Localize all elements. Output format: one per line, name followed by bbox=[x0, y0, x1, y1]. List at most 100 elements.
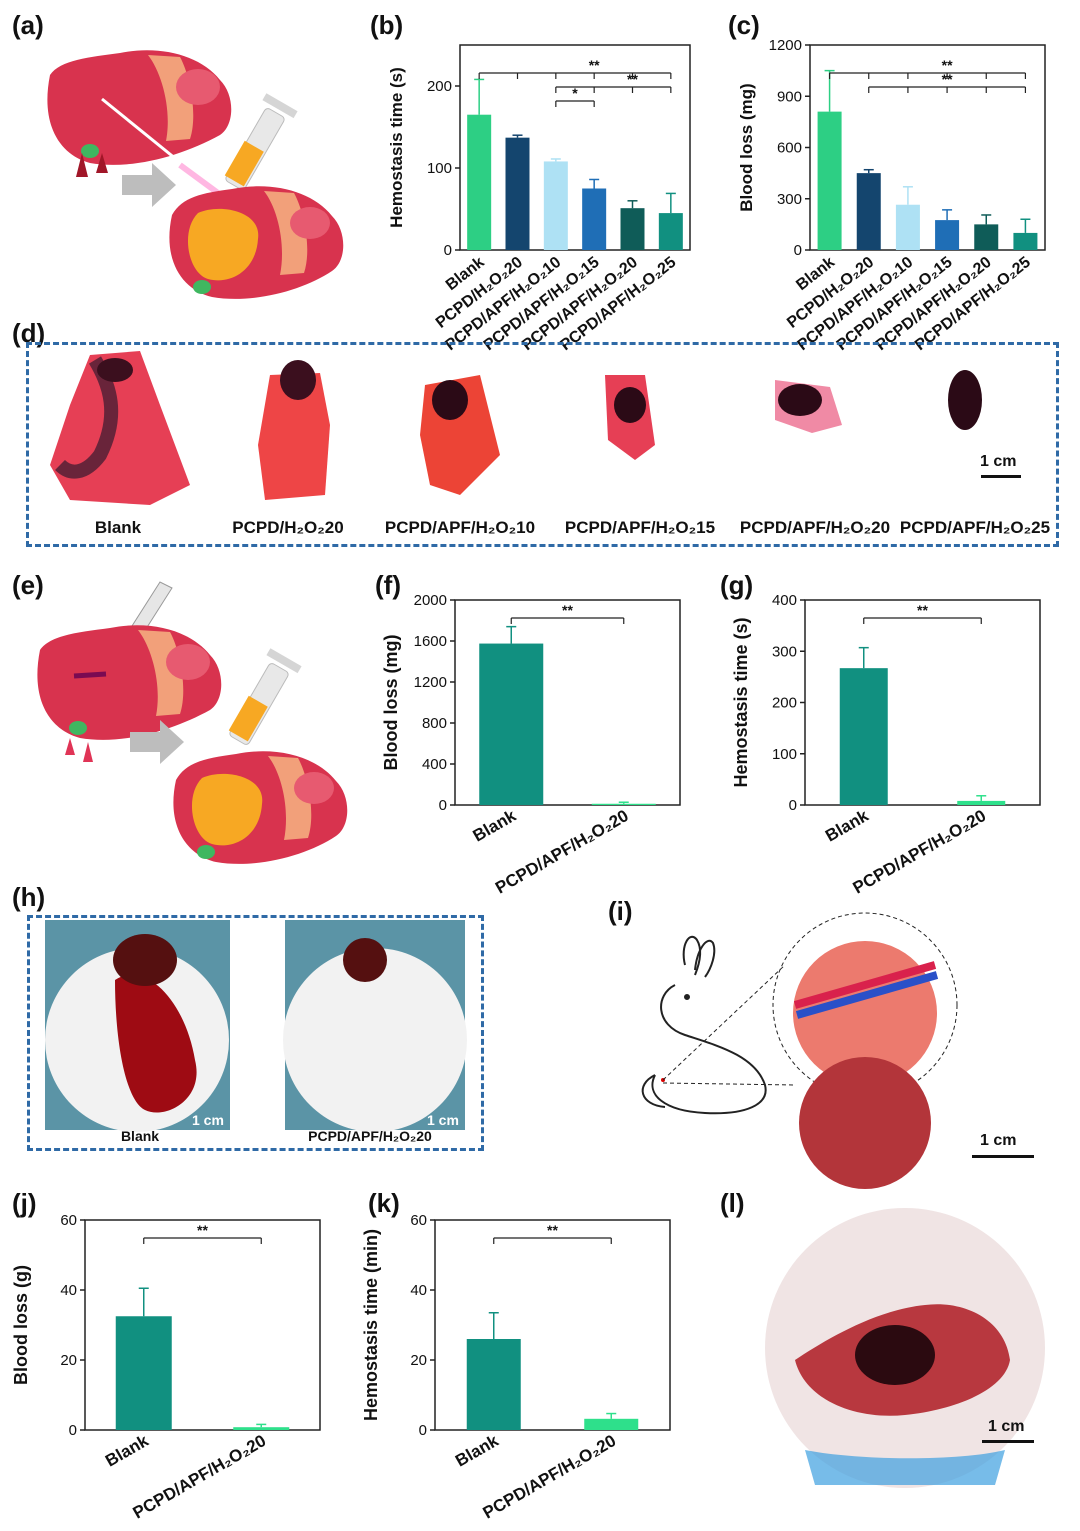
significance-label: ** bbox=[942, 71, 953, 87]
chart-k-hemostasis-time: 0 20 40 60 Hemostasis time (min) BlankPCPD/AP… bbox=[361, 1212, 671, 1523]
photo-label-d-5: PCPD/APF/H₂O₂25 bbox=[899, 518, 1051, 537]
y-tick-label: 0 bbox=[444, 242, 452, 259]
rabbit-femoral-injury-i bbox=[641, 912, 958, 1189]
plot-frame bbox=[84, 1219, 321, 1431]
plot-frame bbox=[454, 599, 681, 806]
bar bbox=[620, 208, 645, 250]
scale-label-h-1: 1 cm bbox=[427, 1112, 459, 1128]
bar bbox=[233, 1427, 290, 1430]
bar bbox=[591, 803, 656, 805]
chart-g-hemostasis-time: 0 100 200 300 400 Hemostasis time (s) BlankPCP… bbox=[731, 592, 1041, 898]
significance-bracket: ** bbox=[510, 602, 625, 624]
bar bbox=[479, 643, 544, 805]
significance-bracket: ** bbox=[478, 57, 672, 79]
syringe-icon bbox=[228, 648, 302, 745]
bar bbox=[974, 224, 999, 250]
panel-label-l: (l) bbox=[720, 1188, 745, 1218]
panel-label-b: (b) bbox=[370, 10, 404, 40]
bar bbox=[466, 1339, 521, 1430]
photo-label-h-0: Blank bbox=[120, 1128, 160, 1144]
panel-label-e: (e) bbox=[12, 570, 44, 600]
bar bbox=[895, 204, 920, 250]
scale-label-d: 1 cm bbox=[980, 453, 1017, 470]
y-tick-label: 1600 bbox=[414, 633, 447, 650]
y-tick-label: 0 bbox=[439, 797, 447, 814]
bleeding-photo-blank bbox=[45, 920, 230, 1132]
significance-label: ** bbox=[627, 71, 638, 87]
bar bbox=[935, 220, 960, 250]
y-tick-label: 100 bbox=[772, 746, 797, 763]
plot-frame bbox=[434, 1219, 671, 1431]
y-axis-label: Blood loss (mg) bbox=[381, 635, 401, 771]
arrow-icon bbox=[122, 163, 176, 207]
chart-j-blood-loss: 0 20 40 60 Blood loss (g) BlankPCPD/APF/H₂O₂2… bbox=[11, 1212, 321, 1523]
liver-icon bbox=[37, 625, 222, 762]
photo-label-d-1: PCPD/H₂O₂20 bbox=[232, 518, 344, 537]
y-tick-label: 200 bbox=[772, 695, 797, 712]
significance-label: ** bbox=[917, 602, 928, 618]
plot-frame bbox=[459, 44, 691, 251]
bar bbox=[957, 800, 1006, 805]
bar bbox=[467, 114, 492, 250]
y-tick-label: 300 bbox=[777, 191, 802, 208]
category-label: Blank bbox=[470, 806, 520, 846]
bar bbox=[856, 173, 881, 250]
y-tick-label: 900 bbox=[777, 88, 802, 105]
bar bbox=[543, 161, 568, 250]
y-tick-label: 200 bbox=[427, 78, 452, 95]
significance-label: * bbox=[572, 85, 578, 101]
bar bbox=[839, 668, 888, 805]
wound-photo-l bbox=[765, 1208, 1045, 1488]
significance-label: ** bbox=[562, 602, 573, 618]
category-label: PCPD/APF/H₂O₂20 bbox=[850, 806, 990, 898]
liver-icon bbox=[169, 186, 344, 299]
panel-label-k: (k) bbox=[368, 1188, 400, 1218]
panel-label-g: (g) bbox=[720, 570, 754, 600]
rabbit-icon bbox=[641, 935, 767, 1115]
panel-label-f: (f) bbox=[375, 570, 401, 600]
gauze-photos-d bbox=[50, 351, 982, 505]
y-tick-label: 1200 bbox=[769, 37, 802, 54]
y-tick-label: 300 bbox=[772, 643, 797, 660]
y-tick-label: 1200 bbox=[414, 674, 447, 691]
scale-label-i: 1 cm bbox=[980, 1132, 1017, 1149]
category-label: PCPD/APF/H₂O₂20 bbox=[480, 1431, 620, 1523]
significance-bracket: * bbox=[555, 85, 595, 107]
y-tick-label: 100 bbox=[427, 160, 452, 177]
y-tick-label: 0 bbox=[419, 1422, 427, 1439]
significance-label: ** bbox=[589, 57, 600, 73]
bar bbox=[584, 1418, 639, 1430]
y-tick-label: 400 bbox=[422, 756, 447, 773]
panel-label-i: (i) bbox=[608, 896, 633, 926]
y-axis-label: Hemostasis time (s) bbox=[731, 617, 751, 787]
scale-bar-i bbox=[972, 1155, 1034, 1158]
significance-bracket: ** bbox=[828, 57, 1027, 79]
panel-label-c: (c) bbox=[728, 10, 760, 40]
bar bbox=[505, 137, 530, 250]
liver-icon bbox=[173, 751, 348, 864]
photo-strip-d bbox=[26, 342, 1059, 547]
category-label: PCPD/APF/H₂O₂20 bbox=[130, 1431, 270, 1523]
gauze-photo-pcpd-apf-25 bbox=[948, 370, 982, 430]
category-label: Blank bbox=[452, 1431, 502, 1471]
category-label: Blank bbox=[102, 1431, 152, 1471]
panel-label-h: (h) bbox=[12, 882, 46, 912]
significance-bracket: ** bbox=[863, 602, 982, 624]
significance-bracket: ** bbox=[868, 71, 1027, 93]
bar bbox=[582, 188, 607, 250]
bar bbox=[115, 1316, 172, 1430]
y-tick-label: 40 bbox=[60, 1282, 77, 1299]
photo-label-d-3: PCPD/APF/H₂O₂15 bbox=[564, 518, 716, 537]
scale-bar-d bbox=[981, 475, 1021, 478]
y-tick-label: 40 bbox=[410, 1282, 427, 1299]
significance-bracket: ** bbox=[493, 1222, 612, 1244]
y-tick-label: 20 bbox=[60, 1352, 77, 1369]
category-label: Blank bbox=[822, 806, 872, 846]
scale-label-l: 1 cm bbox=[988, 1418, 1025, 1435]
liver-injection-schematic-a bbox=[47, 50, 344, 299]
y-tick-label: 20 bbox=[410, 1352, 427, 1369]
y-tick-label: 60 bbox=[410, 1212, 427, 1229]
